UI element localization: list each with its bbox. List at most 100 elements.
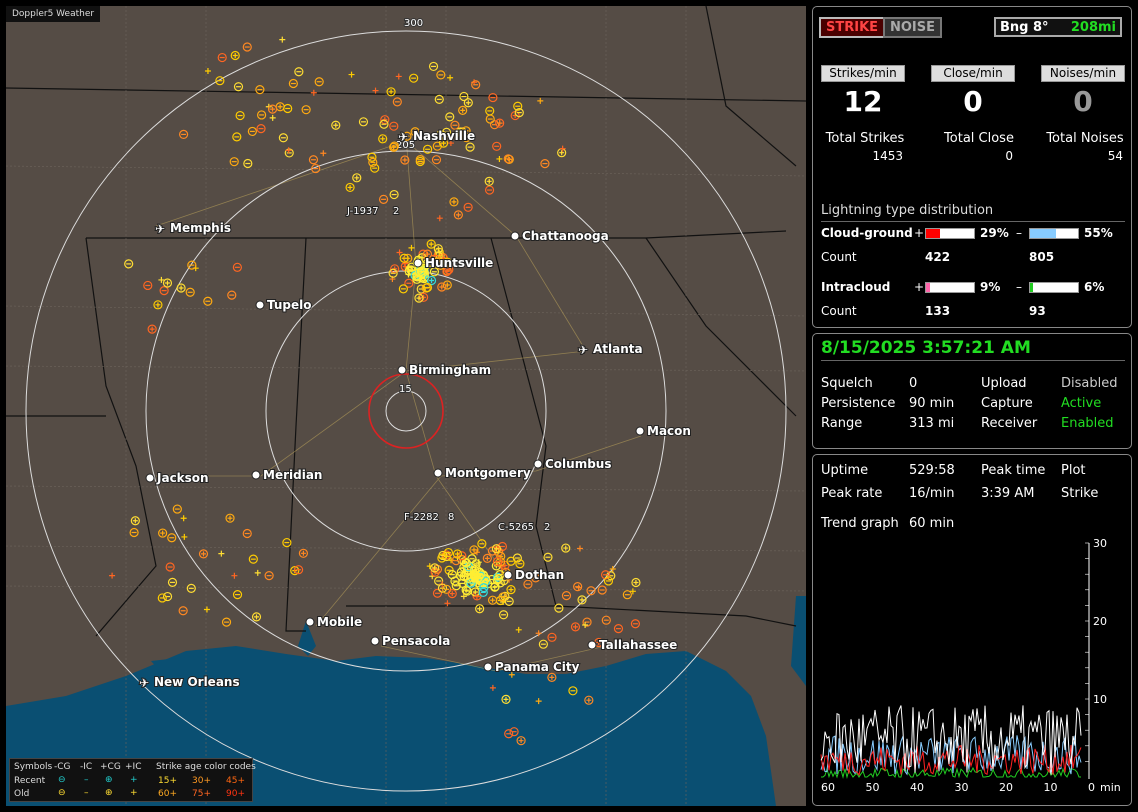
strike-pos-ic-icon	[180, 515, 187, 522]
strike-pos-cg-icon	[419, 292, 429, 302]
city-label: Macon	[647, 424, 691, 438]
strike-neg-cg-icon	[455, 127, 465, 137]
strike-pos-ic-icon	[203, 606, 210, 613]
receiver-value[interactable]: Enabled	[1061, 416, 1114, 431]
strike-pos-ic-icon	[535, 698, 542, 705]
strike-pos-cg-icon	[400, 155, 410, 165]
strike-pos-cg-icon	[482, 553, 492, 563]
lightning-map[interactable]: 300 205 15 ✈ Nashville ✈ Memphis Chattanooga…	[6, 6, 806, 806]
ic-minus-bar	[1029, 282, 1079, 293]
strike-neg-cg-icon	[451, 556, 461, 566]
strike-pos-cg-icon	[442, 266, 452, 277]
strike-neg-cg-icon	[388, 268, 398, 278]
strike-neg-cg-icon	[243, 158, 253, 169]
capture-value[interactable]: Active	[1061, 396, 1102, 411]
strike-neg-cg-icon	[523, 579, 533, 589]
city-label: Columbus	[545, 457, 612, 471]
strike-pos-cg-icon	[421, 294, 427, 300]
city-label: Atlanta	[593, 342, 643, 356]
airport-icon: ✈	[398, 130, 408, 144]
strike-pos-cg-icon	[463, 587, 469, 593]
city-label: Jackson	[156, 471, 209, 485]
strike-pos-ic-icon	[348, 71, 355, 78]
strikes-per-min-label[interactable]: Strikes/min	[821, 65, 905, 82]
strike-neg-cg-icon	[447, 570, 457, 580]
strike-pos-ic-icon	[254, 569, 261, 576]
persistence-value[interactable]: 90 min	[909, 396, 955, 411]
strike-neg-cg-icon	[462, 586, 472, 596]
strike-neg-cg-icon	[498, 592, 508, 602]
strike-neg-cg-icon	[434, 94, 444, 104]
strike-pos-ic-icon	[435, 254, 442, 261]
legend-age-90: 90+	[226, 789, 245, 799]
strike-pos-ic-icon	[629, 588, 636, 595]
total-noises-value: 54	[1107, 149, 1123, 163]
strike-pos-cg-icon	[577, 595, 587, 605]
strike-neg-cg-icon	[378, 194, 389, 204]
trend-x-unit: min	[1100, 781, 1121, 794]
city-label: Memphis	[170, 221, 231, 235]
trend-x-tick: 0	[1088, 781, 1095, 794]
map-canvas[interactable]: 300 205 15 ✈ Nashville ✈ Memphis Chattanooga…	[6, 6, 806, 806]
strike-neg-cg-icon	[461, 133, 472, 143]
strike-neg-cg-icon	[283, 103, 293, 114]
legend-age-60: 60+	[158, 789, 177, 799]
range-rings	[25, 30, 787, 792]
noises-per-min-label[interactable]: Noises/min	[1041, 65, 1125, 82]
legend-old-label: Old	[14, 789, 30, 799]
strike-neg-cg-icon	[538, 639, 548, 649]
mobile-bay	[298, 621, 316, 656]
strike-neg-cg-icon	[436, 129, 446, 139]
trend-graph-value[interactable]: 60 min	[909, 516, 955, 531]
strike-neg-cg-icon	[129, 527, 139, 538]
strike-neg-cg-icon	[187, 260, 197, 270]
strike-pos-ic-icon	[508, 671, 515, 678]
persistence-label: Persistence	[821, 396, 896, 411]
range-value[interactable]: 313 mi	[909, 416, 955, 431]
strike-pos-ic-icon	[447, 140, 454, 147]
cg-plus-bar	[925, 228, 975, 239]
upload-value[interactable]: Disabled	[1061, 376, 1118, 391]
strike-neg-cg-icon	[235, 110, 245, 121]
strike-pos-ic-icon	[473, 593, 480, 600]
strike-pos-cg-icon	[586, 697, 592, 703]
close-per-min-label[interactable]: Close/min	[931, 65, 1015, 82]
city-label: New Orleans	[154, 675, 240, 689]
strike-pos-cg-icon	[549, 674, 555, 680]
strike-pos-cg-icon	[155, 302, 161, 308]
strike-pos-cg-icon	[547, 672, 557, 683]
strike-pos-ic-icon	[447, 74, 454, 81]
strike-neg-cg-icon	[167, 577, 178, 587]
strike-pos-cg-icon	[516, 736, 526, 746]
strike-neg-cg-icon	[597, 585, 607, 595]
strike-neg-cg-icon	[215, 76, 225, 86]
strike-neg-cg-icon	[506, 556, 516, 566]
strike-pos-cg-icon	[435, 246, 441, 252]
plot-value[interactable]: Strike	[1061, 486, 1099, 501]
storm-label-f2282: F-2282	[404, 512, 439, 523]
strike-neg-cg-icon	[247, 126, 257, 137]
peak-time-value: 3:39 AM	[981, 486, 1035, 501]
strike-mode-button[interactable]: STRIKE	[819, 17, 886, 38]
noise-mode-button[interactable]: NOISE	[883, 17, 943, 38]
strike-pos-ic-icon	[279, 36, 286, 43]
strike-pos-ic-icon	[285, 147, 292, 154]
strike-pos-cg-icon	[345, 182, 355, 193]
strike-neg-cg-icon	[437, 553, 447, 563]
squelch-value[interactable]: 0	[909, 376, 918, 391]
city-meridian: Meridian	[251, 467, 323, 483]
ic-plus-bar	[925, 282, 975, 293]
strike-neg-cg-icon	[622, 590, 632, 600]
ic-plus-bar-fill	[926, 283, 931, 292]
strike-pos-ic-icon	[310, 89, 317, 96]
strike-neg-cg-icon	[404, 278, 414, 288]
symbol-legend: Symbols -CG -IC +CG +IC Strike age color…	[9, 758, 256, 802]
strike-neg-cg-icon	[513, 101, 523, 111]
strike-pos-cg-icon	[290, 566, 300, 576]
airport-icon: ✈	[578, 343, 588, 357]
trend-x-tick: 30	[955, 781, 969, 794]
legend-col-neg-cg: -CG	[54, 762, 71, 772]
ic-minus-percent: 6%	[1084, 280, 1105, 294]
strike-pos-ic-icon	[496, 155, 503, 162]
strike-pos-cg-icon	[424, 251, 430, 257]
